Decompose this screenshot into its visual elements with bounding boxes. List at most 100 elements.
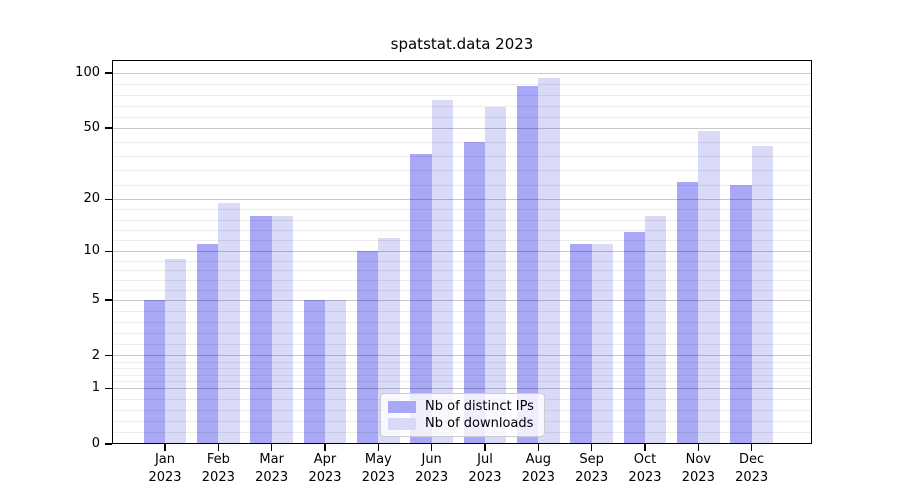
bar-distinct-ips bbox=[570, 244, 592, 444]
x-tick-mark bbox=[590, 444, 593, 451]
bar-distinct-ips bbox=[623, 231, 645, 444]
gridline-minor bbox=[112, 321, 812, 323]
bar-distinct-ips bbox=[250, 216, 272, 444]
y-tick-mark bbox=[105, 250, 112, 253]
y-tick-label: 10 bbox=[83, 243, 100, 259]
y-tick-label: 50 bbox=[83, 120, 100, 136]
y-tick-mark bbox=[105, 72, 112, 74]
gridline-minor bbox=[112, 344, 812, 346]
gridline-minor bbox=[112, 184, 812, 186]
y-tick-mark bbox=[105, 443, 112, 445]
bar-downloads bbox=[538, 78, 560, 444]
bar-downloads bbox=[324, 300, 347, 444]
y-tick-mark bbox=[105, 387, 112, 389]
y-tick-mark bbox=[105, 127, 112, 129]
bar-distinct-ips bbox=[463, 141, 485, 444]
x-tick-mark bbox=[537, 444, 539, 451]
gridline-minor bbox=[112, 332, 812, 334]
x-tick-label: Oct 2023 bbox=[628, 452, 662, 485]
gridline-minor bbox=[112, 116, 812, 118]
bars-layer bbox=[112, 60, 812, 444]
x-tick-label: Jan 2023 bbox=[148, 452, 182, 485]
bar-distinct-ips bbox=[677, 182, 699, 444]
x-tick-mark bbox=[164, 444, 166, 451]
bar-distinct-ips bbox=[143, 300, 165, 444]
x-tick-label: Nov 2023 bbox=[681, 452, 715, 485]
gridline-minor bbox=[112, 260, 812, 262]
x-tick-label: Jul 2023 bbox=[468, 452, 502, 485]
bar-downloads bbox=[751, 145, 773, 444]
bar-downloads bbox=[165, 258, 187, 444]
y-tick-label: 1 bbox=[91, 380, 100, 396]
legend-item-downloads: Nb of downloads bbox=[388, 415, 537, 432]
x-tick-mark bbox=[324, 444, 326, 451]
x-tick-mark bbox=[484, 444, 486, 451]
y-tick-label: 0 bbox=[91, 436, 100, 451]
gridline-major bbox=[112, 355, 812, 357]
gridline-major bbox=[112, 387, 812, 389]
bar-downloads bbox=[698, 131, 720, 444]
gridline-minor bbox=[112, 289, 812, 291]
gridline-minor bbox=[112, 83, 812, 85]
gridline-minor bbox=[112, 240, 812, 242]
bar-downloads bbox=[218, 203, 240, 444]
gridline-major bbox=[112, 299, 812, 301]
gridline-minor bbox=[112, 105, 812, 107]
x-tick-label: Aug 2023 bbox=[521, 452, 555, 485]
y-tick-mark bbox=[105, 355, 112, 357]
bar-downloads bbox=[644, 216, 667, 444]
x-tick-label: Dec 2023 bbox=[735, 452, 769, 485]
bar-distinct-ips bbox=[357, 251, 379, 444]
x-tick-label: Apr 2023 bbox=[308, 452, 342, 485]
gridline-minor bbox=[112, 361, 812, 363]
gridline-minor bbox=[112, 156, 812, 158]
gridline-minor bbox=[112, 94, 812, 96]
legend-swatch-light bbox=[388, 417, 416, 430]
x-tick-label: Sep 2023 bbox=[575, 452, 609, 485]
x-tick-label: Feb 2023 bbox=[201, 452, 235, 485]
x-tick-mark bbox=[750, 444, 753, 451]
gridline-minor bbox=[112, 310, 812, 312]
gridline-major bbox=[112, 250, 812, 252]
legend: Nb of distinct IPs Nb of downloads bbox=[380, 393, 545, 437]
x-tick-label: Mar 2023 bbox=[255, 452, 289, 485]
bar-distinct-ips bbox=[303, 300, 325, 444]
y-tick-mark bbox=[105, 299, 112, 301]
bar-downloads bbox=[271, 216, 293, 444]
plot-frame bbox=[112, 60, 812, 444]
y-tick-label: 2 bbox=[91, 347, 100, 363]
gridline-minor bbox=[112, 381, 812, 383]
bar-downloads bbox=[431, 100, 453, 444]
gridline-major bbox=[112, 72, 812, 74]
x-tick-label: Jun 2023 bbox=[415, 452, 449, 485]
gridline-minor bbox=[112, 209, 812, 211]
x-tick-mark bbox=[377, 444, 379, 451]
y-tick-label: 100 bbox=[75, 65, 100, 81]
gridline-minor bbox=[112, 219, 812, 221]
y-tick-label: 5 bbox=[91, 292, 100, 308]
chart-title: spatstat.data 2023 bbox=[390, 35, 534, 53]
gridline-minor bbox=[112, 374, 812, 376]
bar-distinct-ips bbox=[730, 185, 752, 444]
gridline-minor bbox=[112, 280, 812, 282]
gridline-major bbox=[112, 127, 812, 129]
x-tick-mark bbox=[217, 444, 220, 451]
gridline-major bbox=[112, 198, 812, 200]
y-tick-mark bbox=[105, 198, 112, 201]
gridline-minor bbox=[112, 141, 812, 143]
bar-downloads bbox=[484, 107, 507, 444]
gridline-minor bbox=[112, 270, 812, 272]
bar-distinct-ips bbox=[517, 86, 539, 444]
legend-item-distinct-ips: Nb of distinct IPs bbox=[388, 398, 537, 415]
x-tick-mark bbox=[644, 444, 646, 451]
legend-label: Nb of downloads bbox=[425, 416, 534, 431]
x-tick-mark bbox=[697, 444, 699, 451]
y-tick-label: 20 bbox=[83, 191, 100, 207]
gridline-minor bbox=[112, 368, 812, 370]
x-tick-mark bbox=[430, 444, 433, 451]
legend-swatch-dark bbox=[388, 400, 416, 413]
bar-distinct-ips bbox=[410, 153, 432, 444]
legend-label: Nb of distinct IPs bbox=[425, 399, 534, 414]
plot-area bbox=[112, 60, 812, 444]
